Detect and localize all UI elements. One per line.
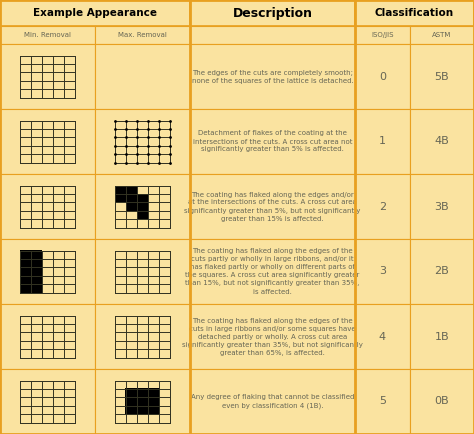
Bar <box>20 381 75 423</box>
Bar <box>0 369 95 434</box>
Bar <box>190 369 355 434</box>
Bar <box>190 304 355 369</box>
Bar <box>190 109 355 174</box>
Bar <box>20 185 75 227</box>
Bar <box>20 284 31 293</box>
Bar <box>355 174 410 239</box>
Bar <box>115 185 126 194</box>
Bar <box>126 194 137 202</box>
Text: Any degree of flaking that cannot be classified
even by classification 4 (1B).: Any degree of flaking that cannot be cla… <box>191 394 354 409</box>
Bar <box>0 26 95 44</box>
Bar <box>0 239 95 304</box>
Bar <box>190 174 355 239</box>
Text: Detachment of flakes of the coating at the
intersections of the cuts. A cross cu: Detachment of flakes of the coating at t… <box>193 131 352 152</box>
Bar <box>31 259 42 267</box>
Bar <box>115 121 170 162</box>
Text: ASTM: ASTM <box>432 32 452 38</box>
Bar <box>355 109 410 174</box>
Bar <box>355 304 410 369</box>
Text: 4B: 4B <box>435 137 449 147</box>
Bar <box>20 250 31 259</box>
Bar <box>115 250 170 293</box>
Bar <box>137 210 148 219</box>
Text: Example Appearance: Example Appearance <box>33 8 157 18</box>
Text: The coating has flaked along the edges of the
cuts in large ribbons and/or some : The coating has flaked along the edges o… <box>182 318 363 355</box>
Bar <box>95 26 190 44</box>
Bar <box>190 239 355 304</box>
Bar <box>20 316 75 358</box>
Text: 4: 4 <box>379 332 386 342</box>
Text: 1: 1 <box>379 137 386 147</box>
Bar <box>190 44 355 109</box>
Text: Classification: Classification <box>375 8 454 18</box>
Text: 5B: 5B <box>435 72 449 82</box>
Bar <box>31 276 42 284</box>
Text: 3B: 3B <box>435 201 449 211</box>
Bar <box>126 202 137 210</box>
Bar <box>95 174 190 239</box>
Bar <box>410 239 474 304</box>
Text: 0: 0 <box>379 72 386 82</box>
Bar <box>20 267 31 276</box>
Bar <box>95 44 190 109</box>
Bar <box>31 267 42 276</box>
Text: Max. Removal: Max. Removal <box>118 32 167 38</box>
Bar <box>137 202 148 210</box>
Bar <box>20 250 75 293</box>
Bar <box>410 174 474 239</box>
Bar <box>0 304 95 369</box>
Text: Min. Removal: Min. Removal <box>24 32 71 38</box>
Bar <box>190 0 355 26</box>
Bar <box>355 0 474 26</box>
Bar <box>95 369 190 434</box>
Bar <box>20 56 75 98</box>
Bar <box>410 44 474 109</box>
Text: 5: 5 <box>379 397 386 407</box>
Text: 2: 2 <box>379 201 386 211</box>
Bar <box>190 26 355 44</box>
Bar <box>20 121 75 162</box>
Bar <box>20 259 31 267</box>
Bar <box>410 26 474 44</box>
Text: 1B: 1B <box>435 332 449 342</box>
Bar <box>355 26 410 44</box>
Bar <box>95 239 190 304</box>
Bar <box>31 284 42 293</box>
Bar <box>95 109 190 174</box>
Bar <box>410 109 474 174</box>
Bar <box>355 44 410 109</box>
Bar <box>31 250 42 259</box>
Bar <box>95 304 190 369</box>
Text: 0B: 0B <box>435 397 449 407</box>
Text: ISO/JIS: ISO/JIS <box>371 32 394 38</box>
Bar <box>137 194 148 202</box>
Bar <box>355 239 410 304</box>
Bar <box>115 185 170 227</box>
Text: The edges of the cuts are completely smooth;
none of the squares of the lattice : The edges of the cuts are completely smo… <box>191 69 354 83</box>
Bar <box>115 381 170 423</box>
Bar <box>0 174 95 239</box>
Text: The coating has flaked along the edges and/or
at the intersections of the cuts. : The coating has flaked along the edges a… <box>184 191 361 221</box>
Bar <box>355 369 410 434</box>
Bar <box>115 316 170 358</box>
Bar <box>20 276 31 284</box>
Text: Description: Description <box>233 7 312 20</box>
Bar <box>126 185 137 194</box>
Bar <box>125 388 160 415</box>
Bar <box>410 369 474 434</box>
Text: The coating has flaked along the edges of the
cuts partly or wholly in large rib: The coating has flaked along the edges o… <box>185 249 360 295</box>
Bar <box>0 44 95 109</box>
Bar <box>0 0 190 26</box>
Bar <box>410 304 474 369</box>
Bar <box>0 109 95 174</box>
Text: 3: 3 <box>379 266 386 276</box>
Text: 2B: 2B <box>435 266 449 276</box>
Bar <box>115 194 126 202</box>
